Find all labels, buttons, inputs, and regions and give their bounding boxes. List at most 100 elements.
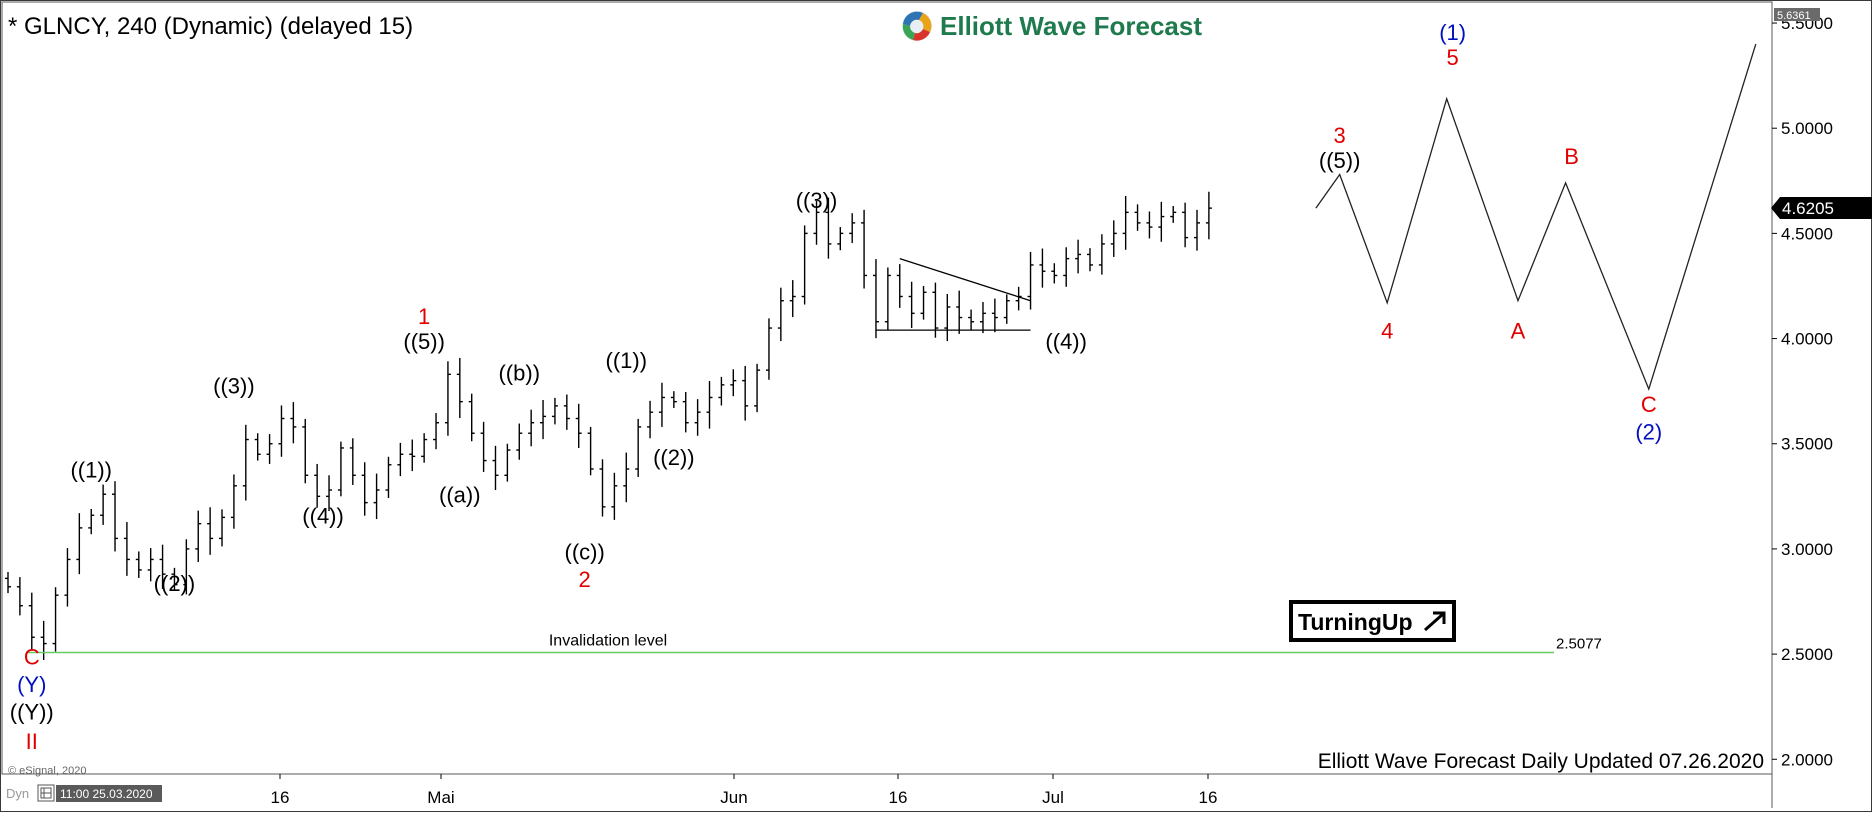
y-tick-label: 2.5000 — [1781, 645, 1833, 664]
wave-label: ((3)) — [796, 188, 838, 213]
ohlc-bar — [219, 509, 226, 547]
ohlc-bar — [314, 463, 321, 508]
ohlc-bar — [1170, 206, 1177, 223]
top-marker-label: 5.6361 — [1777, 10, 1811, 22]
wave-label: ((c)) — [565, 539, 605, 564]
ohlc-bar — [563, 394, 570, 430]
x-tick-label: Jun — [720, 788, 747, 807]
ohlc-bar — [1158, 201, 1165, 242]
ohlc-bar — [516, 423, 523, 460]
wave-label: ((b)) — [498, 361, 540, 386]
ohlc-bar — [112, 481, 119, 552]
ohlc-bar — [183, 539, 190, 595]
wave-labels: C(Y)((Y))II((1))((2))((3))((4))1((5))((a… — [10, 20, 1662, 754]
wave-label: ((a)) — [439, 483, 481, 508]
ohlc-bar — [1003, 294, 1010, 324]
last-price-marker — [1771, 197, 1872, 220]
ohlc-bar — [1027, 251, 1034, 310]
ohlc-bar — [123, 521, 130, 576]
ohlc-bar — [349, 438, 356, 485]
ohlc-bar — [100, 484, 107, 525]
ohlc-bar — [754, 363, 761, 413]
ohlc-bar — [492, 445, 499, 491]
wave-label: ((2)) — [653, 445, 695, 470]
ohlc-bar — [718, 376, 725, 406]
ohlc-bar — [326, 475, 333, 512]
ohlc-bar — [623, 452, 630, 503]
ohlc-bar — [159, 544, 166, 589]
ohlc-bar — [1122, 195, 1129, 250]
ohlc-bar — [801, 225, 808, 305]
wave-label: ((1)) — [606, 348, 648, 373]
invalidation-label: Invalidation level — [549, 632, 667, 649]
wave-label: ((2)) — [154, 571, 196, 596]
ohlc-bar — [611, 472, 618, 520]
cursor-time: 11:00 25.03.2020 — [60, 787, 153, 801]
copyright-text: © eSignal, 2020 — [8, 765, 86, 777]
ohlc-bar — [337, 441, 344, 497]
wave-label: 3 — [1334, 123, 1346, 148]
x-tick-label: 16 — [889, 788, 908, 807]
ohlc-bar — [421, 433, 428, 463]
ohlc-bar — [254, 433, 261, 461]
y-tick-label: 5.0000 — [1781, 119, 1833, 138]
wave-label: 5 — [1447, 45, 1459, 70]
wave-label: C — [24, 645, 40, 670]
cursor-time-box: 11:00 25.03.2020 — [37, 784, 162, 802]
wave-label: 4 — [1381, 319, 1393, 344]
ohlc-bar — [861, 209, 868, 289]
ohlc-bar — [302, 418, 309, 484]
wave-label: A — [1511, 319, 1526, 344]
ohlc-bar — [444, 361, 451, 436]
wave-label: (2) — [1635, 420, 1662, 445]
wave-label: ((5)) — [1319, 148, 1361, 173]
ohlc-bar — [1086, 248, 1093, 272]
ohlc-bar — [908, 281, 915, 329]
y-tick-label: 4.5000 — [1781, 224, 1833, 243]
ohlc-bar — [409, 439, 416, 472]
ohlc-bar — [40, 620, 47, 660]
ohlc-bar — [397, 442, 404, 477]
ohlc-bar — [694, 399, 701, 436]
ohlc-bar — [682, 391, 689, 433]
wave-label: 1 — [418, 304, 430, 329]
brand-name: Elliott Wave Forecast — [940, 11, 1202, 41]
price-bars — [5, 191, 1212, 660]
ohlc-bar — [290, 402, 297, 444]
wave-label: II — [26, 729, 38, 754]
ohlc-bar — [789, 280, 796, 318]
ohlc-bar — [849, 213, 856, 244]
ohlc-bar — [991, 298, 998, 333]
y-tick-label: 4.0000 — [1781, 330, 1833, 349]
brand-swirl-icon — [902, 11, 932, 41]
ohlc-bar — [1146, 211, 1153, 239]
ohlc-bar — [658, 382, 665, 427]
ohlc-bar — [1075, 239, 1082, 274]
ohlc-bar — [207, 507, 214, 555]
wave-label: ((5)) — [403, 329, 445, 354]
ohlc-bar — [587, 426, 594, 476]
symbol-title: * GLNCY, 240 (Dynamic) (delayed 15) — [8, 13, 413, 40]
ohlc-bar — [575, 403, 582, 448]
ohlc-bar — [242, 424, 249, 501]
ohlc-bar — [195, 510, 202, 562]
ohlc-bar — [171, 567, 178, 591]
ohlc-bar — [872, 259, 879, 339]
plot-area-border — [1, 1, 1773, 775]
ohlc-bar — [361, 462, 368, 516]
ohlc-bar — [88, 508, 95, 535]
wave-label: ((4)) — [1045, 329, 1087, 354]
wave-label: B — [1564, 144, 1579, 169]
price-axis: 5.50005.00004.50004.00003.50003.00002.50… — [1771, 8, 1872, 769]
y-tick-label: 3.0000 — [1781, 540, 1833, 559]
ohlc-bar — [777, 287, 784, 342]
overlay-lines: Invalidation level 2.5077 — [26, 43, 1757, 654]
arrow-up-right-icon — [1424, 611, 1446, 632]
ohlc-bar — [896, 264, 903, 308]
ohlc-bar — [230, 474, 237, 529]
turning-up-text: TurningUp — [1298, 609, 1413, 635]
ohlc-bar — [147, 548, 154, 582]
ohlc-bar — [1039, 248, 1046, 288]
ohlc-bar — [932, 282, 939, 338]
